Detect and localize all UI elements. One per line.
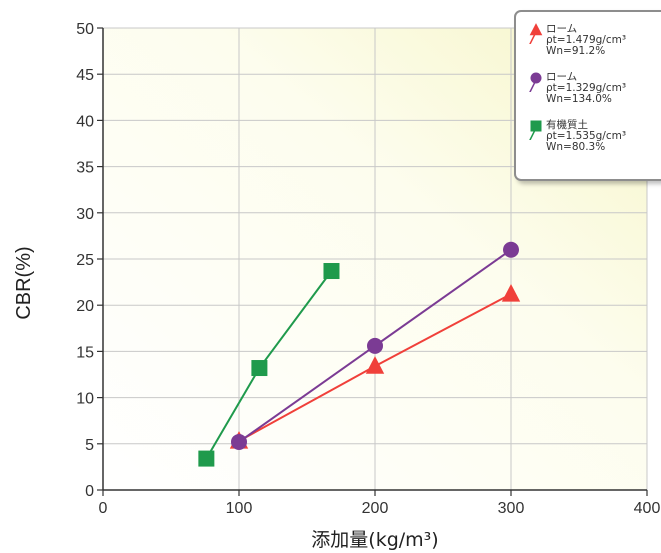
x-tick-label: 100 [226,500,253,517]
y-tick-label: 40 [76,113,94,130]
y-tick-label: 30 [76,206,94,223]
legend-marker-triangle [529,23,543,44]
series-square [198,263,340,467]
series-group [198,241,521,467]
series-circle [231,241,519,450]
y-tick-label: 25 [76,252,94,269]
y-tick-label: 45 [76,67,94,84]
x-tick-label: 0 [99,500,108,517]
data-point-triangle [501,284,521,302]
legend-text-line: ローム [546,23,578,35]
y-tick-labels: 0 5 10 15 20 25 30 35 40 45 50 [76,21,94,500]
y-tick-label: 50 [76,21,94,38]
y-tick-label: 35 [76,160,94,177]
legend: ローム ρt=1.479g/cm³ Wn=91.2% ローム ρt=1.329g/cm³… [514,10,661,181]
legend-symbol-triangle [529,23,543,36]
x-tick-labels: 0 100 200 300 400 [99,500,661,517]
axes [97,27,648,496]
legend-text: ローム ρt=1.329g/cm³ Wn=134.0% [546,72,626,105]
x-tick-label: 300 [498,500,525,517]
legend-text-line: ローム [546,71,578,83]
data-point-circle [503,241,519,258]
legend-symbol-square [530,120,542,132]
y-tick-label: 20 [76,298,94,315]
data-point-square [198,450,215,467]
legend-text: ローム ρt=1.479g/cm³ Wn=91.2% [546,24,626,57]
data-point-triangle [365,356,385,374]
legend-text-line: 有機質土 [546,119,588,131]
y-axis-label: CBR(%) [13,246,35,319]
y-tick-label: 0 [85,483,94,500]
legend-text-line: ρt=1.479g/cm³ [546,34,627,46]
data-point-circle [231,433,247,450]
legend-text-line: ρt=1.329g/cm³ [546,82,627,94]
data-point-square [251,360,268,377]
legend-marker-circle [529,72,542,92]
y-tick-label: 10 [76,391,94,408]
legend-text: 有機質土 ρt=1.535g/cm³ Wn=80.3% [546,120,626,153]
legend-marker-square [529,120,542,140]
legend-text-line: ρt=1.535g/cm³ [546,130,627,142]
y-tick-label: 15 [76,344,94,361]
legend-symbol-circle [530,72,542,84]
x-axis-label: 添加量(kg/m³) [311,529,438,551]
x-tick-label: 200 [362,500,389,517]
data-point-square [323,263,340,280]
x-tick-label: 400 [634,500,661,517]
legend-text-line: Wn=80.3% [546,141,606,153]
legend-text-line: Wn=134.0% [546,93,612,105]
legend-text-line: Wn=91.2% [546,45,606,57]
data-point-circle [367,337,383,354]
y-tick-label: 5 [85,437,94,454]
